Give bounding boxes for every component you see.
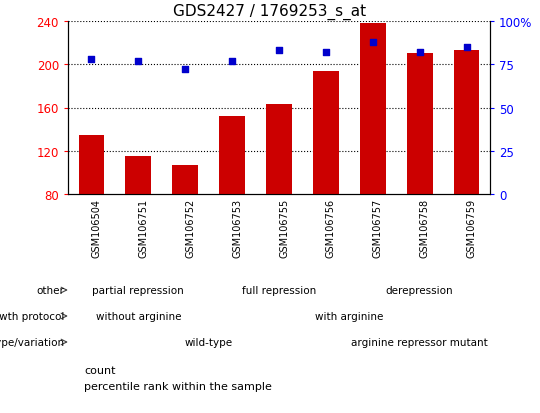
Bar: [219, 117, 245, 195]
Bar: [266, 105, 292, 195]
Text: GSM106751: GSM106751: [138, 199, 149, 258]
Text: arginine repressor mutant: arginine repressor mutant: [352, 337, 488, 347]
Point: [275, 48, 284, 55]
Point: [321, 50, 330, 56]
Point: [87, 57, 96, 63]
Text: GSM106504: GSM106504: [91, 199, 102, 258]
Bar: [407, 54, 433, 195]
Text: genotype/variation: genotype/variation: [0, 337, 64, 347]
Point: [181, 67, 190, 74]
Point: [134, 58, 143, 65]
Text: GSM106752: GSM106752: [185, 199, 195, 258]
Text: GSM106755: GSM106755: [279, 199, 289, 258]
Text: GSM106756: GSM106756: [326, 199, 336, 258]
Text: count: count: [84, 365, 116, 375]
Text: GSM106757: GSM106757: [373, 199, 383, 258]
Text: derepression: derepression: [386, 285, 454, 295]
Bar: [454, 51, 480, 195]
Text: with arginine: with arginine: [315, 311, 383, 321]
Text: growth protocol: growth protocol: [0, 311, 64, 321]
Text: without arginine: without arginine: [96, 311, 181, 321]
Bar: [78, 135, 104, 195]
Bar: [360, 24, 386, 195]
Bar: [313, 71, 339, 195]
Text: wild-type: wild-type: [185, 337, 233, 347]
Point: [415, 50, 424, 56]
Text: full repression: full repression: [242, 285, 316, 295]
Text: GSM106759: GSM106759: [467, 199, 477, 258]
Text: GSM106758: GSM106758: [420, 199, 430, 258]
Point: [228, 58, 237, 65]
Point: [462, 45, 471, 51]
Point: [368, 39, 377, 46]
Bar: [125, 157, 151, 195]
Bar: [172, 165, 198, 195]
Text: percentile rank within the sample: percentile rank within the sample: [84, 381, 272, 391]
Text: partial repression: partial repression: [92, 285, 184, 295]
Text: GDS2427 / 1769253_s_at: GDS2427 / 1769253_s_at: [173, 4, 367, 20]
Text: GSM106753: GSM106753: [232, 199, 242, 258]
Text: other: other: [36, 285, 64, 295]
